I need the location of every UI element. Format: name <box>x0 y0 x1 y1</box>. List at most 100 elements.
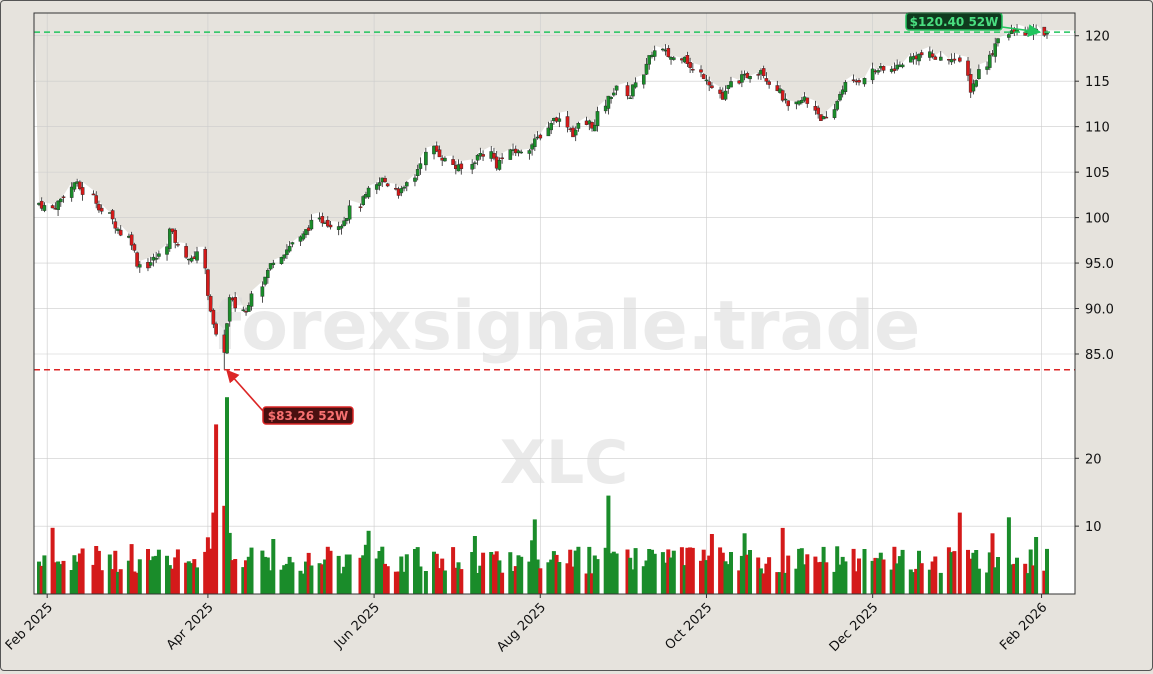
candle-body <box>647 55 651 65</box>
volume-bar <box>565 563 570 594</box>
volume-bar <box>641 566 646 594</box>
volume-bar <box>453 567 458 594</box>
candle-body <box>661 48 665 51</box>
candle-body <box>424 151 428 166</box>
volume-bar <box>625 549 630 594</box>
volume-bar <box>396 571 401 594</box>
volume-bar <box>309 565 314 594</box>
candle-body <box>851 79 856 81</box>
candle-body <box>402 186 406 189</box>
volume-bar <box>573 550 578 594</box>
candle-body <box>385 183 390 187</box>
price-tick-label: 115 <box>1085 75 1110 90</box>
volume-bar <box>682 565 687 594</box>
candle-body <box>361 196 366 206</box>
candle-body <box>279 257 284 264</box>
candle-body <box>309 219 314 230</box>
volume-bar <box>587 546 592 594</box>
candle-body <box>614 85 619 91</box>
volume-bar <box>151 556 156 594</box>
candle-body <box>631 84 635 97</box>
candle-body <box>593 124 597 132</box>
candle-body <box>783 98 788 101</box>
volume-bar <box>813 556 818 594</box>
candle-body <box>97 204 101 211</box>
candle-body <box>919 52 924 56</box>
candle-body <box>816 107 820 115</box>
volume-bar <box>156 549 161 594</box>
volume-bar <box>42 555 47 594</box>
volume-bar <box>535 559 540 594</box>
volume-bar <box>137 559 142 594</box>
volume-bar <box>780 527 785 594</box>
volume-bar <box>366 530 371 594</box>
candle-body <box>345 217 349 221</box>
candle-body <box>173 230 178 243</box>
volume-bar <box>265 557 270 594</box>
volume-bar <box>135 572 140 594</box>
high-52w-label: $120.40 52W <box>910 15 999 29</box>
volume-bar <box>72 555 77 594</box>
volume-bar <box>851 548 856 594</box>
volume-bar <box>80 548 85 594</box>
candle-body <box>933 56 938 60</box>
volume-bar <box>77 553 82 594</box>
volume-bar <box>644 560 649 594</box>
candle-body <box>246 305 251 312</box>
candle-body <box>745 73 750 79</box>
volume-bar <box>279 569 284 594</box>
volume-bar <box>870 560 875 594</box>
candle-body <box>628 97 632 100</box>
volume-bar <box>472 536 477 594</box>
candles <box>37 24 1049 370</box>
volume-bar <box>58 564 63 594</box>
volume-bar <box>538 568 543 594</box>
volume-bar <box>862 549 867 594</box>
volume-bar <box>418 566 423 594</box>
candle-body <box>260 286 265 297</box>
volume-bar <box>186 561 191 594</box>
volume-bar <box>167 565 172 594</box>
candle-body <box>413 177 417 182</box>
volume-bar <box>129 544 134 594</box>
volume-bar <box>758 568 763 594</box>
volume-bar <box>1006 517 1011 594</box>
candle-body <box>838 93 842 101</box>
volume-bar <box>423 571 428 594</box>
volume-bar <box>434 553 439 594</box>
volume-bar <box>437 568 442 594</box>
candle-body <box>50 205 55 209</box>
volume-tick-label: 10 <box>1085 520 1102 535</box>
candle-body <box>612 92 616 96</box>
volume-bar <box>116 571 120 594</box>
volume-bar <box>75 561 80 594</box>
volume-bar <box>688 547 693 594</box>
volume-bar <box>489 552 494 594</box>
volume-bar <box>704 560 709 594</box>
candle-body <box>399 188 404 194</box>
volume-bar <box>745 554 750 594</box>
candle-body <box>167 228 172 249</box>
volume-bar <box>611 551 616 594</box>
volume-bar <box>595 559 600 594</box>
candle-body <box>527 150 532 154</box>
volume-bar <box>342 566 347 594</box>
volume-bar <box>840 556 845 594</box>
volume-bar <box>764 563 769 594</box>
candle-body <box>974 80 978 87</box>
candle-body <box>968 73 973 93</box>
volume-bar <box>249 547 254 594</box>
volume-bar <box>415 547 420 594</box>
candle-body <box>80 187 85 195</box>
volume-bar <box>824 562 829 594</box>
candle-body <box>59 198 63 203</box>
volume-bar <box>492 554 496 594</box>
volume-bar <box>802 564 807 594</box>
volume-bar <box>742 533 747 594</box>
volume-bar <box>260 550 265 594</box>
candle-body <box>358 206 363 208</box>
volume-bar <box>908 569 913 594</box>
candle-body <box>342 220 346 226</box>
volume-bar <box>222 505 227 594</box>
